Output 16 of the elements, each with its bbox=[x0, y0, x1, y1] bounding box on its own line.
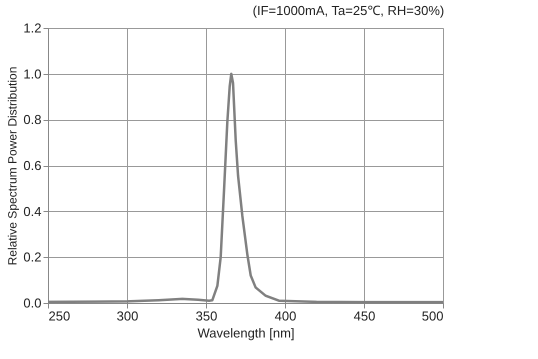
y-tick-label: 0.6 bbox=[23, 158, 42, 173]
chart-subtitle: (IF=1000mA, Ta=25℃, RH=30%) bbox=[252, 3, 444, 18]
x-tick-label: 350 bbox=[196, 308, 218, 324]
y-axis-title: Relative Spectrum Power Distribution bbox=[5, 66, 20, 266]
y-tick-label: 0.4 bbox=[23, 204, 42, 219]
x-tick-label: 450 bbox=[354, 308, 376, 324]
x-tick-label: 300 bbox=[116, 308, 138, 324]
x-axis-title: Wavelength [nm] bbox=[197, 326, 295, 340]
x-tick-label: 500 bbox=[422, 308, 444, 324]
x-tick-label: 400 bbox=[274, 308, 296, 324]
y-tick-label: 0.0 bbox=[23, 296, 42, 310]
x-tick-label: 250 bbox=[48, 308, 70, 324]
y-tick-label: 0.8 bbox=[23, 112, 42, 128]
y-tick-label: 1.2 bbox=[23, 20, 42, 36]
y-tick-label: 0.2 bbox=[23, 250, 42, 265]
y-tick-label: 1.0 bbox=[23, 66, 42, 82]
